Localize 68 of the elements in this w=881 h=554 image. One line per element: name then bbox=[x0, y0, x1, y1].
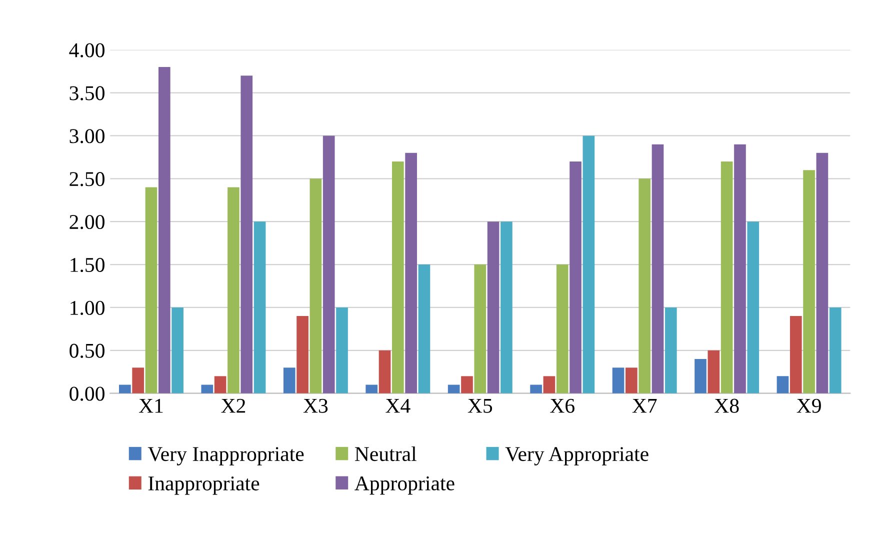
y-tick-label: 3.00 bbox=[70, 129, 104, 144]
y-tick-label: 0.00 bbox=[70, 386, 104, 401]
x-tick-label: X8 bbox=[714, 398, 739, 413]
bar bbox=[461, 376, 473, 394]
bar bbox=[776, 376, 789, 394]
y-tick-label: 1.50 bbox=[70, 258, 104, 272]
bar bbox=[228, 187, 240, 394]
y-tick-label: 0.50 bbox=[70, 344, 104, 358]
bar bbox=[132, 368, 144, 394]
bar bbox=[296, 316, 308, 394]
bar bbox=[790, 316, 802, 394]
y-tick-label: 3.50 bbox=[70, 86, 104, 100]
bar bbox=[392, 161, 404, 394]
bar bbox=[612, 368, 624, 394]
legend-label: Neutral bbox=[354, 446, 416, 462]
bar bbox=[487, 222, 500, 394]
x-tick-label: X7 bbox=[632, 399, 657, 413]
bar bbox=[582, 136, 595, 394]
bar bbox=[405, 152, 417, 394]
bar bbox=[366, 384, 378, 394]
legend-label: Very Appropriate bbox=[505, 447, 648, 466]
bar bbox=[145, 187, 158, 394]
y-tick-label: 2.00 bbox=[70, 214, 104, 230]
bar bbox=[336, 307, 348, 394]
bar bbox=[474, 264, 486, 394]
bar bbox=[322, 136, 335, 394]
legend-label: Very Inappropriate bbox=[148, 447, 304, 466]
x-tick-label: X4 bbox=[386, 398, 410, 413]
y-tick-label: 4.00 bbox=[69, 43, 104, 58]
bar bbox=[158, 67, 170, 394]
bar bbox=[418, 264, 430, 394]
bar bbox=[734, 144, 746, 394]
bar bbox=[172, 307, 184, 394]
bar bbox=[543, 376, 556, 394]
bar bbox=[214, 376, 226, 394]
bar bbox=[530, 384, 542, 394]
bar bbox=[720, 161, 733, 394]
legend-label: Inappropriate bbox=[148, 476, 260, 495]
legend-label: Appropriate bbox=[354, 476, 454, 495]
bar bbox=[310, 178, 322, 394]
bar bbox=[694, 358, 706, 394]
bar bbox=[626, 368, 638, 394]
bar bbox=[378, 350, 391, 394]
bar bbox=[556, 264, 568, 394]
bar bbox=[803, 170, 815, 394]
bar bbox=[283, 368, 296, 394]
x-tick-label: X6 bbox=[550, 398, 574, 413]
x-tick-label: X1 bbox=[138, 398, 163, 413]
bar bbox=[119, 384, 131, 394]
y-tick-label: 2.50 bbox=[70, 172, 104, 186]
bar bbox=[570, 161, 582, 394]
bar bbox=[829, 307, 842, 394]
bar bbox=[500, 222, 512, 394]
bar bbox=[664, 307, 677, 394]
bar bbox=[708, 350, 720, 394]
bar bbox=[448, 384, 460, 394]
bar bbox=[638, 178, 651, 394]
x-tick-label: X2 bbox=[221, 398, 246, 413]
bar bbox=[240, 76, 253, 394]
bar bbox=[747, 222, 760, 394]
bar bbox=[254, 222, 266, 394]
bar bbox=[201, 384, 214, 394]
bar bbox=[652, 144, 664, 394]
x-tick-label: X9 bbox=[796, 398, 821, 413]
y-tick-label: 1.00 bbox=[70, 300, 104, 315]
bar bbox=[816, 152, 828, 394]
x-tick-label: X5 bbox=[468, 399, 492, 413]
x-tick-label: X3 bbox=[303, 398, 328, 413]
